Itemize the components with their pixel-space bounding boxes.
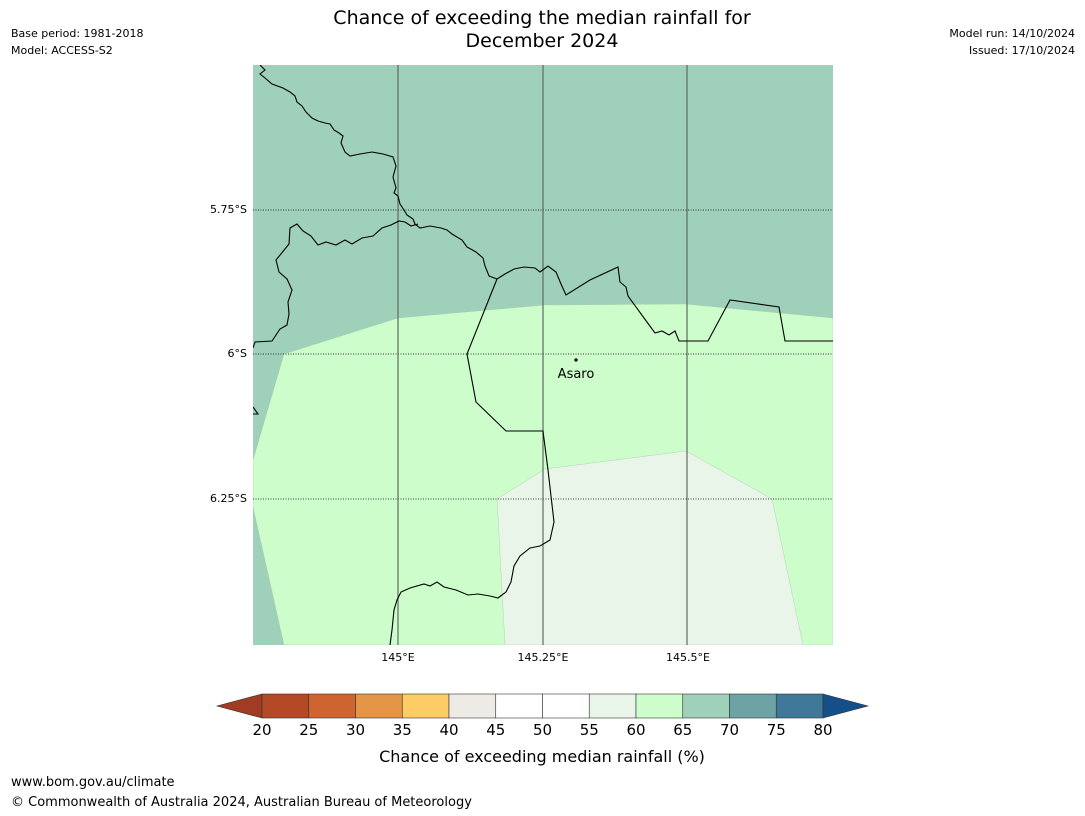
map-area: Asaro	[253, 65, 833, 645]
lat-tick-label: 6°S	[228, 347, 247, 360]
colorbar-swatch	[542, 693, 590, 719]
colorbar-swatch	[588, 693, 637, 719]
colorbar-tick-label: 45	[486, 721, 505, 739]
colorbar-tick-label: 40	[439, 721, 458, 739]
latitude-tick-labels: 5.75°S 6°S 6.25°S	[210, 203, 247, 505]
lon-tick-label: 145°E	[381, 651, 414, 664]
town-label-asaro: Asaro	[558, 367, 595, 382]
lon-tick-label: 145.5°E	[666, 651, 710, 664]
forecast-metadata-right: Model run: 14/10/2024 Issued: 17/10/2024	[949, 25, 1075, 59]
footer-url: www.bom.gov.au/climate	[11, 775, 175, 790]
probability-band-55-60	[496, 450, 804, 645]
colorbar-swatch	[355, 693, 403, 719]
province-boundaries	[253, 65, 833, 645]
colorbar-swatch	[682, 693, 730, 719]
colorbar-extend-low	[215, 693, 263, 719]
boundary-west-loop	[253, 220, 419, 349]
map-title-line-2: December 2024	[465, 30, 619, 52]
colorbar-tick-label: 70	[720, 721, 739, 739]
colorbar-swatch	[729, 693, 777, 719]
colorbar-swatch	[635, 693, 684, 719]
longitude-tick-labels: 145°E 145.25°E 145.5°E	[381, 651, 710, 664]
colorbar-tick-label: 55	[580, 721, 599, 739]
town-marker-asaro	[574, 358, 578, 362]
lat-tick-label: 6.25°S	[210, 492, 247, 505]
colorbar-tick-labels: 20 25 30 35 40 45 50 55 60 65 70 75 80	[252, 721, 832, 739]
colorbar-tick-label: 20	[252, 721, 271, 739]
colorbar-legend	[215, 693, 870, 719]
colorbar-swatch	[775, 693, 824, 719]
colorbar-swatch	[308, 693, 356, 719]
boundary-central	[389, 278, 555, 645]
map-title-line-1: Chance of exceeding the median rainfall …	[333, 7, 751, 29]
colorbar-swatch	[448, 693, 497, 719]
colorbar-swatch	[495, 693, 543, 719]
map-title: Chance of exceeding the median rainfall …	[242, 7, 842, 53]
colorbar-tick-label: 30	[346, 721, 365, 739]
forecast-metadata-left: Base period: 1981-2018 Model: ACCESS-S2	[11, 25, 143, 59]
colorbar-title: Chance of exceeding median rainfall (%)	[379, 747, 705, 766]
colorbar-extend-high	[822, 693, 870, 719]
colorbar-tick-label: 35	[393, 721, 412, 739]
model-run-text: Model run: 14/10/2024	[949, 27, 1075, 40]
issued-text: Issued: 17/10/2024	[968, 44, 1075, 57]
longitude-gridlines	[397, 65, 688, 645]
colorbar-swatch	[261, 693, 310, 719]
lat-tick-label: 5.75°S	[210, 203, 247, 216]
base-period-text: Base period: 1981-2018	[11, 27, 144, 40]
boundary-west-fragment	[253, 406, 260, 415]
colorbar-tick-label: 80	[813, 721, 832, 739]
lon-tick-label: 145.25°E	[518, 651, 569, 664]
model-text: Model: ACCESS-S2	[11, 44, 113, 57]
colorbar-tick-label: 75	[767, 721, 786, 739]
colorbar-tick-label: 50	[533, 721, 552, 739]
boundary-north-winding	[259, 65, 833, 342]
colorbar-tick-label: 65	[673, 721, 692, 739]
colorbar-tick-label: 25	[299, 721, 318, 739]
colorbar-swatch	[401, 693, 450, 719]
colorbar-tick-label: 60	[626, 721, 645, 739]
footer-copyright: © Commonwealth of Australia 2024, Austra…	[11, 795, 472, 810]
